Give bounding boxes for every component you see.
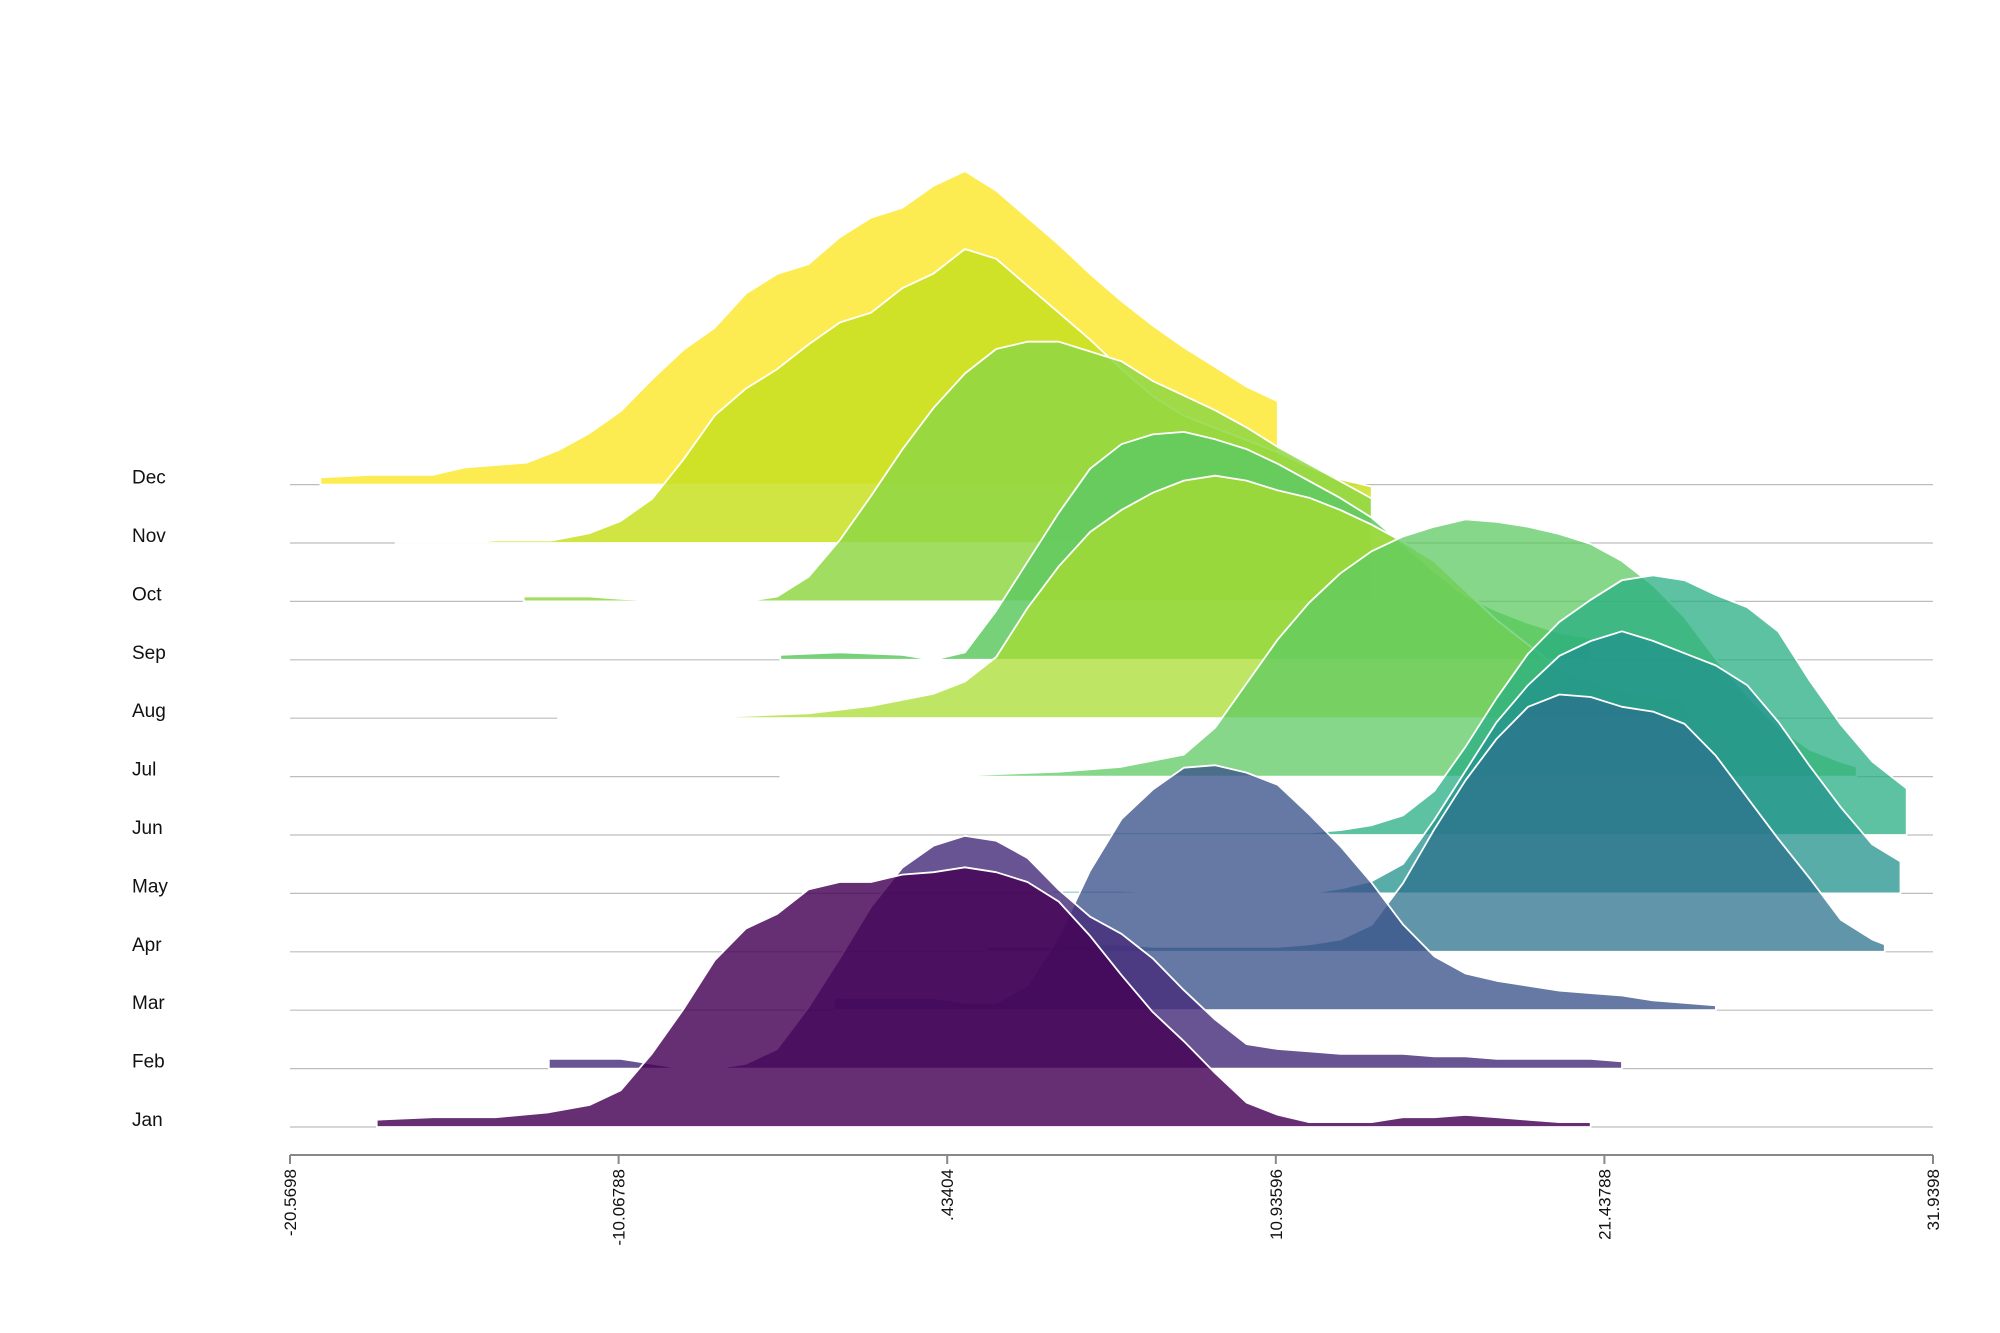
month-label-oct: Oct xyxy=(132,584,162,605)
month-label-jun: Jun xyxy=(132,818,163,839)
month-label-jan: Jan xyxy=(132,1110,163,1131)
month-label-mar: Mar xyxy=(132,993,165,1014)
x-tick-label-2: .43404 xyxy=(938,1169,957,1221)
x-tick-label-3: 10.93596 xyxy=(1267,1169,1286,1240)
x-tick-label-1: -10.06788 xyxy=(610,1169,629,1246)
month-labels: Jan Feb Mar Apr May Jun Jul Aug Sep Oct Nov Dec xyxy=(132,468,168,1131)
month-label-dec: Dec xyxy=(132,468,166,489)
x-tick-label-4: 21.43788 xyxy=(1595,1169,1614,1240)
month-label-feb: Feb xyxy=(132,1052,165,1073)
month-label-may: May xyxy=(132,876,168,897)
month-label-nov: Nov xyxy=(132,526,166,547)
ridge-series xyxy=(319,170,1908,1128)
month-label-sep: Sep xyxy=(132,643,166,664)
x-axis: -20.5698 -10.06788 .43404 10.93596 21.43788 3… xyxy=(281,1154,1943,1246)
x-tick-label-5: 31.9398 xyxy=(1924,1169,1943,1230)
month-label-aug: Aug xyxy=(132,701,166,722)
month-label-jul: Jul xyxy=(132,760,156,781)
x-tick-label-0: -20.5698 xyxy=(281,1169,300,1236)
month-label-apr: Apr xyxy=(132,935,162,956)
ridge-jan xyxy=(375,866,1592,1128)
